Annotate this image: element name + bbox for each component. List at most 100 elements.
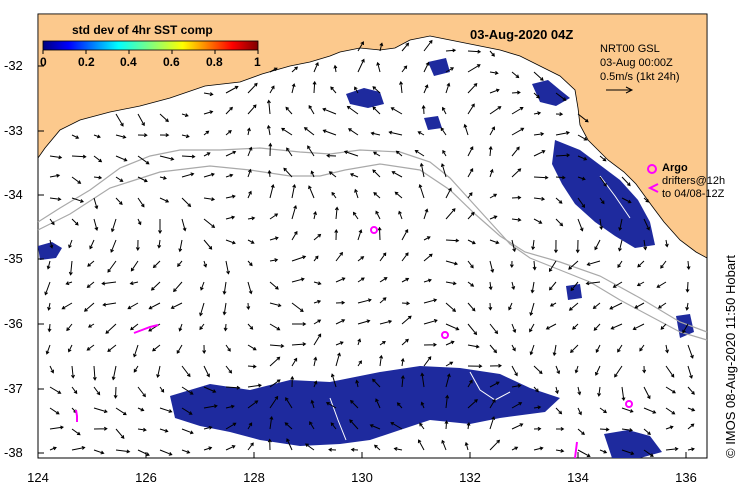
current-vector bbox=[376, 61, 381, 73]
current-vector bbox=[489, 323, 499, 335]
current-vector bbox=[129, 281, 139, 286]
current-vector bbox=[247, 104, 257, 115]
current-vector bbox=[665, 425, 674, 430]
current-vector bbox=[529, 302, 535, 317]
current-vector bbox=[203, 92, 214, 97]
current-vector bbox=[267, 438, 272, 451]
current-vector bbox=[331, 191, 337, 199]
current-vector bbox=[660, 323, 667, 330]
current-vector bbox=[137, 407, 145, 412]
current-vector bbox=[377, 226, 382, 241]
current-vector bbox=[247, 82, 258, 94]
current-vector bbox=[549, 302, 557, 307]
current-vector bbox=[621, 407, 634, 413]
current-vector bbox=[401, 277, 410, 283]
current-vector bbox=[203, 152, 211, 157]
current-vector bbox=[225, 106, 233, 115]
current-vector bbox=[464, 441, 469, 451]
current-vector bbox=[269, 184, 275, 199]
current-vector bbox=[269, 356, 281, 367]
current-vector bbox=[533, 71, 544, 81]
current-vector bbox=[610, 323, 623, 330]
current-vector bbox=[617, 260, 623, 269]
current-vector bbox=[49, 407, 60, 415]
current-vector bbox=[87, 323, 95, 328]
current-vector bbox=[441, 439, 447, 451]
current-vector bbox=[375, 210, 381, 220]
current-vector bbox=[357, 277, 365, 283]
current-vector bbox=[269, 213, 279, 220]
current-vector bbox=[572, 323, 579, 330]
current-vector bbox=[665, 344, 669, 354]
current-vector bbox=[548, 281, 557, 291]
current-vector bbox=[599, 176, 607, 187]
current-vector bbox=[266, 124, 271, 136]
current-vector bbox=[687, 447, 695, 452]
current-vector bbox=[372, 106, 381, 115]
current-vector bbox=[222, 302, 227, 316]
current-vector bbox=[621, 176, 631, 187]
current-vector bbox=[291, 302, 304, 312]
current-vector bbox=[225, 344, 231, 352]
current-vector bbox=[489, 215, 498, 220]
current-vector bbox=[269, 415, 274, 430]
current-vector bbox=[310, 399, 315, 409]
current-vector bbox=[555, 131, 570, 136]
current-vector bbox=[687, 365, 693, 379]
current-vector bbox=[181, 218, 187, 232]
current-vector bbox=[247, 127, 251, 136]
current-vector bbox=[423, 278, 432, 283]
current-vector bbox=[247, 400, 259, 409]
current-vector bbox=[467, 323, 478, 336]
current-vector bbox=[89, 239, 95, 250]
current-vector bbox=[350, 447, 359, 452]
current-vector bbox=[86, 344, 95, 351]
argo-markers bbox=[75, 164, 659, 459]
argo-float-marker bbox=[625, 400, 633, 408]
current-vector bbox=[137, 176, 148, 183]
current-vector bbox=[71, 428, 81, 436]
colorbar-ticks bbox=[42, 50, 259, 54]
current-vector bbox=[156, 365, 161, 379]
current-vector bbox=[574, 365, 579, 374]
current-vector bbox=[335, 251, 343, 262]
current-vector bbox=[71, 154, 87, 159]
current-vector bbox=[657, 302, 667, 309]
current-vector bbox=[269, 343, 285, 348]
current-vector bbox=[181, 134, 190, 139]
current-vector bbox=[355, 379, 360, 388]
current-vector bbox=[292, 322, 307, 327]
current-vector bbox=[373, 192, 381, 199]
current-vector bbox=[419, 422, 425, 430]
current-vector bbox=[225, 422, 237, 430]
colorbar-tick-label: 0.4 bbox=[120, 55, 137, 69]
current-vector bbox=[614, 365, 623, 378]
current-vector bbox=[489, 70, 499, 75]
current-vector bbox=[568, 260, 579, 270]
current-vector bbox=[247, 216, 256, 221]
current-vector bbox=[445, 373, 451, 388]
sst-patches bbox=[38, 58, 694, 458]
current-vector bbox=[390, 107, 403, 115]
drifter-track bbox=[133, 324, 159, 334]
current-vector bbox=[466, 422, 471, 430]
current-vector bbox=[343, 150, 359, 157]
current-vector bbox=[159, 386, 165, 393]
current-vector bbox=[577, 197, 586, 208]
current-vector bbox=[71, 176, 82, 184]
colorbar-tick-label: 0.8 bbox=[206, 55, 223, 69]
lat-tick-label: -34 bbox=[4, 187, 23, 202]
current-vector bbox=[621, 197, 632, 204]
current-vector bbox=[127, 302, 139, 310]
current-vector bbox=[445, 340, 455, 346]
current-vector bbox=[372, 378, 381, 388]
current-vector bbox=[423, 298, 438, 304]
current-vector bbox=[489, 168, 494, 178]
current-vector bbox=[181, 365, 191, 378]
current-vector bbox=[202, 344, 207, 354]
current-vector bbox=[467, 260, 474, 269]
current-vector bbox=[44, 281, 51, 296]
current-vector bbox=[291, 230, 298, 241]
current-vector bbox=[369, 424, 381, 430]
current-vector bbox=[467, 211, 475, 220]
